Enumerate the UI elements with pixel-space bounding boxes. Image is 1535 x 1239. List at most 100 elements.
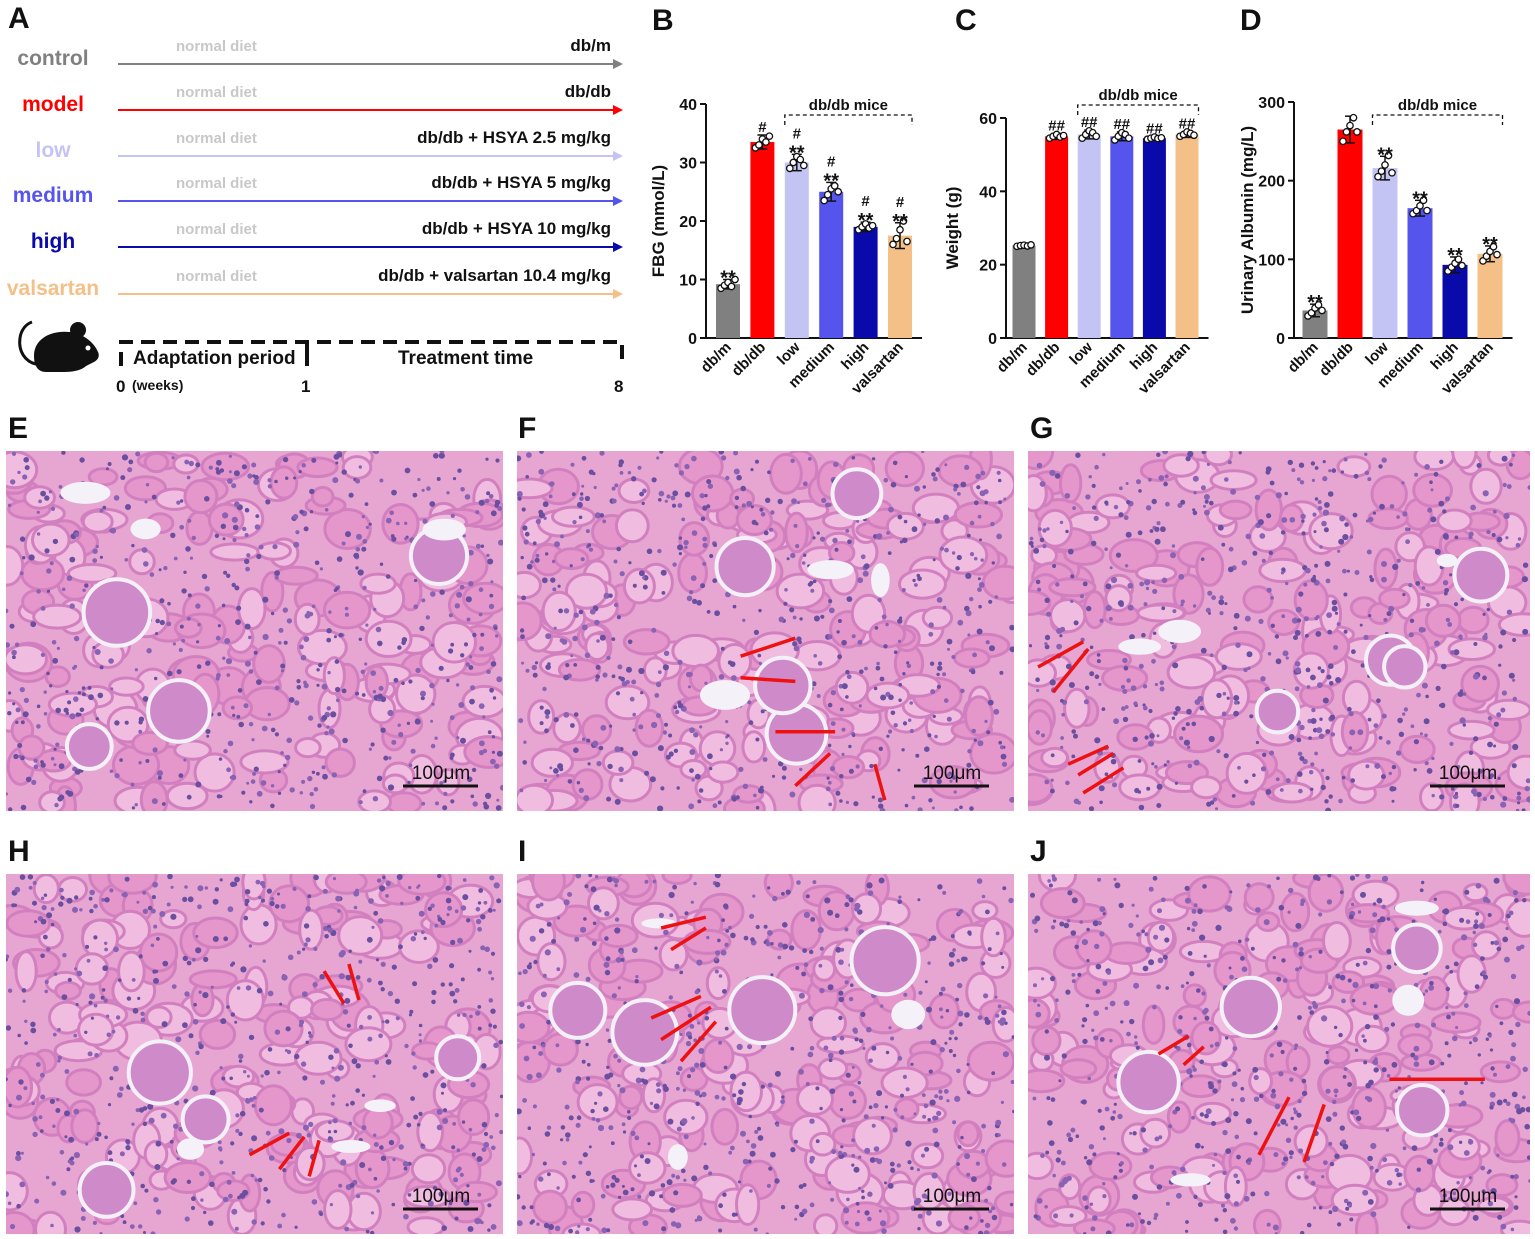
nucleus — [281, 974, 288, 981]
nucleus — [236, 605, 242, 611]
nucleus — [446, 678, 450, 683]
nucleus — [1496, 536, 1503, 543]
nucleus — [132, 1007, 139, 1014]
nucleus — [1372, 511, 1376, 515]
data-point — [1124, 134, 1133, 143]
nucleus — [546, 1019, 551, 1025]
nucleus — [183, 1098, 189, 1104]
nucleus — [1340, 470, 1344, 474]
nucleus — [283, 640, 288, 645]
nucleus — [324, 508, 329, 512]
nucleus — [1389, 786, 1395, 792]
nucleus — [69, 603, 75, 609]
nucleus — [956, 958, 961, 963]
nucleus — [595, 678, 599, 682]
nucleus — [35, 1062, 41, 1067]
nucleus — [752, 894, 756, 898]
nucleus — [1068, 682, 1075, 688]
nucleus — [674, 963, 680, 969]
nucleus — [7, 1201, 12, 1206]
nucleus — [52, 657, 59, 664]
nucleus — [86, 958, 91, 963]
nucleus — [49, 684, 53, 688]
nucleus — [1232, 1071, 1237, 1076]
tubule — [898, 568, 947, 600]
nucleus — [43, 934, 48, 940]
nucleus — [634, 979, 639, 984]
nucleus — [441, 1091, 444, 1095]
nucleus — [687, 1013, 692, 1018]
nucleus — [1094, 674, 1100, 679]
nucleus — [517, 1108, 522, 1115]
nucleus — [301, 463, 306, 468]
tubule — [1031, 1025, 1062, 1057]
nucleus — [563, 608, 570, 614]
nucleus — [99, 1232, 103, 1234]
nucleus — [704, 681, 708, 685]
nucleus — [673, 705, 678, 710]
nucleus — [1268, 550, 1273, 556]
nucleus — [328, 1136, 332, 1140]
tubule — [344, 1026, 393, 1063]
nucleus — [40, 760, 44, 764]
nucleus — [278, 641, 282, 645]
nucleus — [825, 786, 831, 792]
nucleus — [617, 664, 623, 670]
nucleus — [338, 973, 345, 980]
data-point — [1318, 306, 1326, 315]
nucleus — [972, 652, 977, 658]
nucleus — [604, 936, 609, 941]
nucleus — [1405, 539, 1410, 545]
nucleus — [1033, 1214, 1038, 1219]
nucleus — [611, 877, 616, 882]
nucleus — [1122, 689, 1128, 694]
nucleus — [991, 1206, 995, 1211]
nucleus — [1271, 1088, 1276, 1094]
nucleus — [477, 967, 481, 972]
nucleus — [1360, 663, 1365, 668]
nucleus — [54, 802, 59, 808]
nucleus — [430, 903, 435, 908]
nucleus — [1109, 566, 1113, 570]
nucleus — [1299, 724, 1305, 731]
data-point — [799, 161, 808, 170]
nucleus — [138, 761, 142, 765]
nucleus — [902, 672, 906, 676]
nucleus — [685, 671, 692, 678]
tubule — [1166, 655, 1217, 690]
nucleus — [1228, 966, 1232, 970]
nucleus — [996, 470, 1001, 475]
nucleus — [486, 491, 491, 496]
nucleus — [484, 946, 491, 953]
nucleus — [1244, 779, 1249, 784]
nucleus — [1317, 500, 1322, 504]
nucleus — [32, 1131, 38, 1138]
nucleus — [915, 753, 920, 758]
nucleus — [611, 674, 616, 679]
nucleus — [420, 690, 426, 697]
nucleus — [23, 1086, 28, 1091]
nucleus — [1524, 1123, 1530, 1130]
nucleus — [1381, 1067, 1387, 1073]
nucleus — [845, 1072, 851, 1078]
nucleus — [1208, 1026, 1214, 1032]
nucleus — [1266, 884, 1272, 889]
nucleus — [663, 929, 669, 936]
lumen — [668, 1144, 688, 1170]
nucleus — [20, 720, 25, 725]
nucleus — [324, 731, 329, 736]
nucleus — [547, 1172, 551, 1177]
nucleus — [749, 1189, 753, 1193]
nucleus — [1276, 1123, 1281, 1127]
nucleus — [149, 572, 155, 577]
nucleus — [136, 900, 140, 904]
nucleus — [438, 452, 445, 459]
nucleus — [886, 734, 890, 738]
nucleus — [58, 901, 64, 907]
nucleus — [519, 788, 524, 793]
tubule — [1462, 882, 1489, 903]
nucleus — [1475, 911, 1480, 916]
nucleus — [1157, 957, 1164, 964]
nucleus — [799, 617, 803, 621]
tubule — [1413, 451, 1456, 471]
